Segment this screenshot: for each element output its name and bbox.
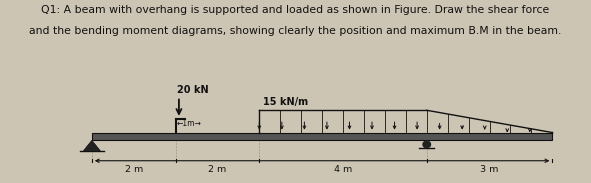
Text: ←1m→: ←1m→ xyxy=(176,119,202,128)
Text: 2 m: 2 m xyxy=(208,165,226,174)
Polygon shape xyxy=(83,140,100,151)
Text: 4 m: 4 m xyxy=(334,165,352,174)
Text: 15 kN/m: 15 kN/m xyxy=(264,97,309,107)
Text: 20 kN: 20 kN xyxy=(177,85,209,95)
Text: 3 m: 3 m xyxy=(480,165,499,174)
Text: Q1: A beam with overhang is supported and loaded as shown in Figure. Draw the sh: Q1: A beam with overhang is supported an… xyxy=(41,5,550,16)
Text: 2 m: 2 m xyxy=(125,165,143,174)
Circle shape xyxy=(423,141,430,148)
FancyBboxPatch shape xyxy=(92,133,553,140)
Text: and the bending moment diagrams, showing clearly the position and maximum B.M in: and the bending moment diagrams, showing… xyxy=(30,26,561,36)
